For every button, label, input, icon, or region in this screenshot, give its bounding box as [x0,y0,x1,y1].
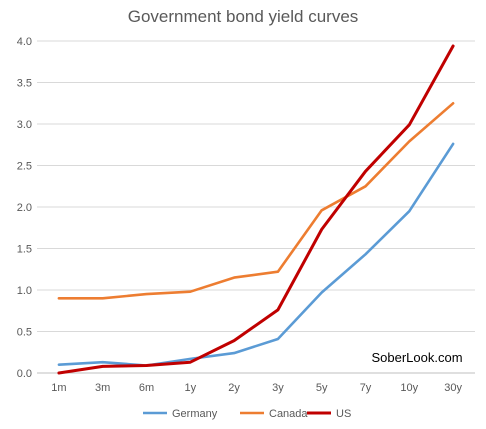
y-tick-label: 0.5 [17,327,32,339]
gridlines [37,40,475,374]
y-tick-label: 1.0 [17,285,32,297]
series-line-germany [57,142,455,367]
chart-title: Government bond yield curves [128,7,359,26]
y-tick-label: 2.0 [17,202,32,214]
x-tick-label: 1y [184,382,196,394]
y-tick-label: 3.0 [17,119,32,131]
x-tick-label: 3y [272,382,284,394]
series-lines [57,44,455,375]
y-tick-label: 2.5 [17,161,32,173]
y-axis-ticks: 0.0 0.5 1.0 1.5 2.0 2.5 3.0 3.5 4.0 [17,36,32,380]
y-tick-label: 4.0 [17,36,32,48]
x-tick-label: 5y [316,382,328,394]
x-tick-label: 30y [444,382,462,394]
legend-label: Canada [269,408,308,420]
x-tick-label: 1m [51,382,66,394]
legend: Germany Canada US [143,408,351,420]
x-axis-ticks: 1m 3m 6m 1y 2y 3y 5y 7y 10y 30y [51,382,462,394]
legend-label: US [336,408,351,420]
series-line-us [57,44,455,375]
y-tick-label: 1.5 [17,244,32,256]
x-tick-label: 6m [139,382,154,394]
x-tick-label: 10y [400,382,418,394]
x-tick-label: 7y [360,382,372,394]
y-tick-label: 0.0 [17,368,32,380]
series-line-canada [57,102,455,300]
x-tick-label: 2y [228,382,240,394]
y-tick-label: 3.5 [17,78,32,90]
watermark-annotation: SoberLook.com [371,350,462,365]
x-tick-label: 3m [95,382,110,394]
legend-label: Germany [172,408,218,420]
